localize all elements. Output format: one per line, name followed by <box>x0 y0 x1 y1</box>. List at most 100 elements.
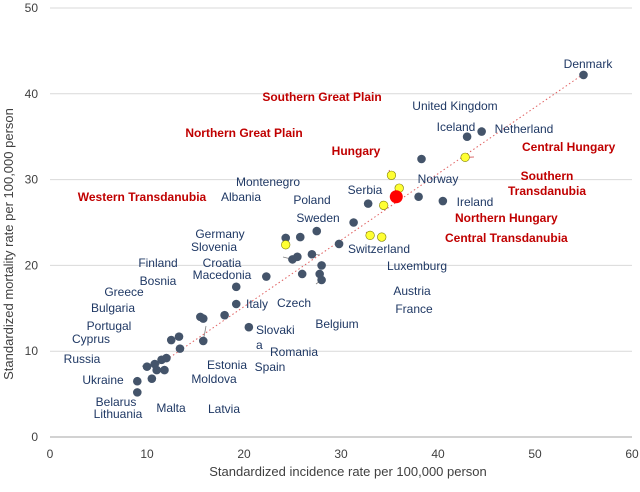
point-spain <box>175 344 185 353</box>
label-luxemburg: Luxemburg <box>387 259 447 273</box>
point-bulgaria <box>166 335 176 345</box>
point-iceland <box>462 132 472 141</box>
point-poland <box>312 226 322 236</box>
point-romania <box>198 336 208 346</box>
point-denmark <box>579 70 588 80</box>
label-southern-transdanubia: Southern Transdanubia <box>508 169 586 198</box>
label-denmark: Denmark <box>564 57 614 71</box>
label-croatia: Croatia <box>203 256 242 270</box>
point-latvia <box>160 365 169 375</box>
point-united-kingdom <box>417 154 426 164</box>
gridlines <box>50 7 632 352</box>
x-tick-label: 10 <box>140 447 154 461</box>
y-tick-label: 0 <box>31 430 38 444</box>
label-central-hungary: Central Hungary <box>522 140 616 154</box>
point-albania <box>281 233 291 243</box>
x-tick-label: 20 <box>237 447 251 461</box>
point-belarus <box>152 365 161 375</box>
label-germany: Germany <box>195 227 244 241</box>
label-iceland: Iceland <box>437 120 476 134</box>
point-slovakia <box>244 322 254 332</box>
y-tick-label: 10 <box>25 344 39 358</box>
label-norway: Norway <box>418 172 459 186</box>
label-portugal: Portugal <box>87 319 132 333</box>
label-italy: Italy <box>246 297 268 311</box>
point-ireland <box>438 196 448 206</box>
point-estonia <box>157 355 166 365</box>
label-macedonia: Macedonia <box>193 268 252 282</box>
trend-line <box>166 73 584 361</box>
label-northern-hungary: Northern Hungary <box>455 211 558 225</box>
label-switzerland: Switzerland <box>348 242 410 256</box>
point-central-transdanubia <box>377 232 387 242</box>
point-sweden <box>349 218 358 227</box>
y-tick-label: 40 <box>25 87 39 101</box>
label-serbia: Serbia <box>348 183 383 197</box>
point-portugal <box>174 332 184 341</box>
label-france: France <box>395 302 433 316</box>
x-tick-label: 40 <box>431 447 445 461</box>
label-hungary: Hungary <box>332 144 381 158</box>
label-belarus: Belarus <box>96 395 137 409</box>
point-central-hungary <box>460 152 470 162</box>
y-tick-label: 50 <box>25 1 39 15</box>
point-norway <box>414 192 423 202</box>
point-greece <box>196 312 205 322</box>
point-finland <box>220 310 229 320</box>
point-lithuania <box>133 388 142 397</box>
point-austria <box>317 261 326 270</box>
label-russia: Russia <box>64 352 101 366</box>
label-central-transdanubia: Central Transdanubia <box>445 231 568 245</box>
label-belgium: Belgium <box>315 317 358 331</box>
point-czech <box>297 269 307 279</box>
label-czech: Czech <box>277 296 311 310</box>
label-latvia: Latvia <box>208 402 240 416</box>
axes: 0 10 20 30 40 50 0 10 20 30 40 50 60 <box>25 1 639 461</box>
label-moldova: Moldova <box>191 372 237 386</box>
y-tick-label: 20 <box>25 258 39 272</box>
label-estonia: Estonia <box>207 358 247 372</box>
label-ireland: Ireland <box>457 195 494 209</box>
label-bosnia: Bosnia <box>140 274 177 288</box>
label-albania: Albania <box>221 190 261 204</box>
point-switzerland <box>334 239 344 249</box>
x-tick-label: 0 <box>47 447 54 461</box>
data-points <box>133 70 588 397</box>
point-italy <box>231 299 241 309</box>
label-spain: Spain <box>255 360 286 374</box>
point-western-transdanubia <box>281 240 291 250</box>
label-malta: Malta <box>156 401 186 415</box>
label-montenegro: Montenegro <box>236 175 300 189</box>
point-croatia <box>262 272 271 281</box>
label-netherland: Netherland <box>495 122 554 136</box>
x-tick-label: 60 <box>625 447 639 461</box>
point-serbia <box>363 199 373 208</box>
point-malta <box>147 374 157 383</box>
label-cyprus: Cyprus <box>72 332 110 346</box>
x-tick-label: 30 <box>334 447 348 461</box>
label-western-transdanubia: Western Transdanubia <box>78 190 207 204</box>
point-northern-hungary <box>379 200 389 210</box>
x-tick-label: 50 <box>528 447 542 461</box>
data-labels: Denmark United Kingdom Iceland Netherland No… <box>64 57 616 421</box>
label-lithuania: Lithuania <box>94 407 143 421</box>
label-ukraine: Ukraine <box>82 373 124 387</box>
point-macedonia <box>231 282 241 292</box>
label-sweden: Sweden <box>296 211 339 225</box>
point-northern-great-plain <box>365 230 375 240</box>
point-ukraine <box>133 376 142 386</box>
label-slovenia: Slovenia <box>191 240 237 254</box>
label-northern-great-plain: Northern Great Plain <box>185 126 302 140</box>
label-slovakia: Slovaki a <box>256 323 295 352</box>
label-united-kingdom: United Kingdom <box>412 99 497 113</box>
trendline <box>166 73 584 361</box>
label-greece: Greece <box>104 285 144 299</box>
point-montenegro <box>295 232 305 242</box>
y-tick-label: 30 <box>25 173 39 187</box>
label-romania: Romania <box>270 345 318 359</box>
point-slovenia <box>293 252 302 262</box>
label-southern-great-plain: Southern Great Plain <box>262 90 381 104</box>
point-luxemburg <box>307 249 317 259</box>
point-russia <box>142 362 152 371</box>
